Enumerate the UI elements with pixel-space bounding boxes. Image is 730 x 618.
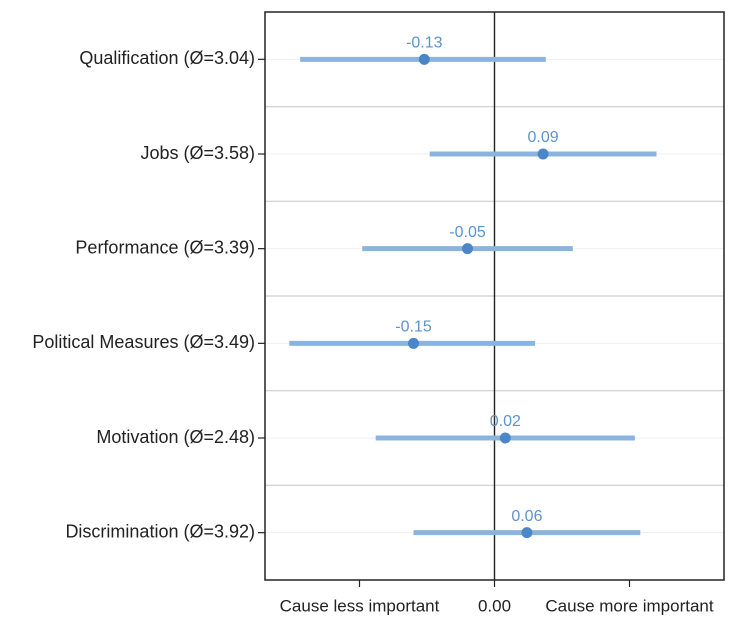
point — [537, 148, 549, 160]
y-tick-label: Motivation (Ø=2.48) — [96, 427, 255, 447]
x-tick-label: 0.00 — [478, 596, 511, 615]
value-label: -0.05 — [449, 224, 486, 241]
value-label: 0.02 — [490, 413, 521, 430]
x-tick-label: Cause more important — [545, 596, 713, 615]
point — [521, 527, 533, 539]
point — [418, 53, 430, 65]
point — [499, 432, 511, 444]
plot-frame — [264, 11, 725, 581]
value-label: -0.13 — [406, 35, 443, 52]
value-label: -0.15 — [395, 319, 432, 336]
point — [408, 337, 419, 349]
x-tick-label: Cause less important — [280, 596, 440, 615]
value-label: 0.09 — [528, 129, 559, 146]
point — [462, 243, 473, 255]
y-tick-label: Discrimination (Ø=3.92) — [65, 521, 255, 541]
y-tick-label: Political Measures (Ø=3.49) — [32, 332, 255, 352]
value-label: 0.06 — [511, 508, 542, 525]
y-tick-label: Performance (Ø=3.39) — [75, 237, 255, 257]
y-tick-label: Qualification (Ø=3.04) — [79, 48, 255, 68]
y-tick-label: Jobs (Ø=3.58) — [140, 143, 255, 163]
